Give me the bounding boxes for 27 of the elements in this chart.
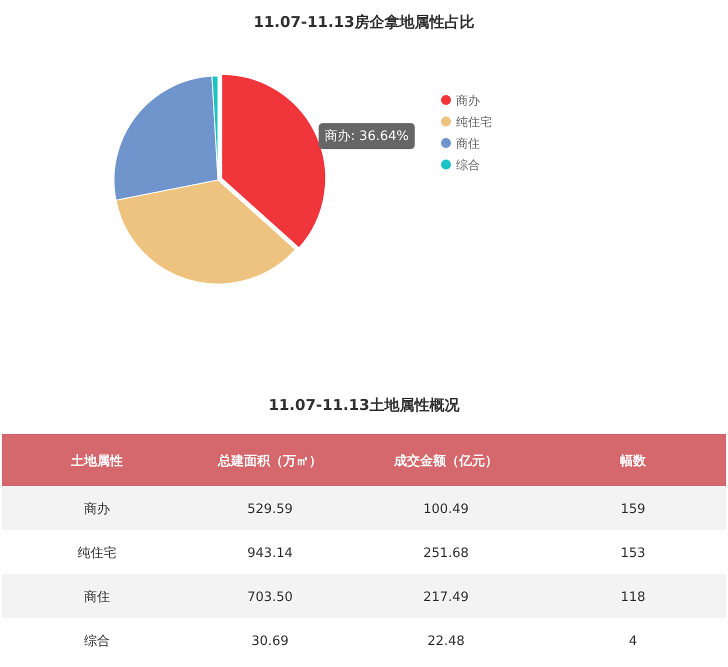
legend-label: 商办	[456, 94, 480, 108]
data-label: 30.69	[251, 634, 289, 649]
data-label: 商办: 36.64%	[324, 129, 409, 144]
data-label: 943.14	[247, 546, 293, 561]
data-label: 100.49	[423, 502, 469, 517]
data-label: 153	[620, 546, 646, 561]
y-tick-label: 商办	[84, 502, 110, 517]
legend-label: 综合	[456, 158, 480, 172]
chart-title: 11.07-11.13土地属性概况	[268, 396, 461, 414]
chart-title: 11.07-11.13房企拿地属性占比	[253, 13, 475, 31]
data-label: 703.50	[247, 590, 293, 605]
legend-label: 纯住宅	[456, 115, 492, 129]
data-label: 159	[620, 502, 646, 517]
y-axis-title: 土地属性	[70, 454, 123, 469]
x-tick-label: 幅数	[620, 454, 647, 469]
x-tick-label: 成交金额（亿元）	[393, 453, 498, 469]
data-label: 22.48	[427, 634, 465, 649]
y-tick-label: 纯住宅	[78, 545, 116, 561]
data-label: 529.59	[247, 502, 293, 517]
data-label: 4	[628, 634, 638, 649]
y-tick-label: 综合	[84, 634, 110, 649]
x-tick-label: 总建面积（万㎡）	[217, 453, 322, 469]
data-label: 251.68	[423, 546, 469, 561]
y-tick-label: 商住	[84, 590, 110, 605]
legend-label: 商住	[456, 136, 480, 150]
data-label: 217.49	[423, 590, 469, 605]
data-label: 118	[620, 590, 646, 605]
